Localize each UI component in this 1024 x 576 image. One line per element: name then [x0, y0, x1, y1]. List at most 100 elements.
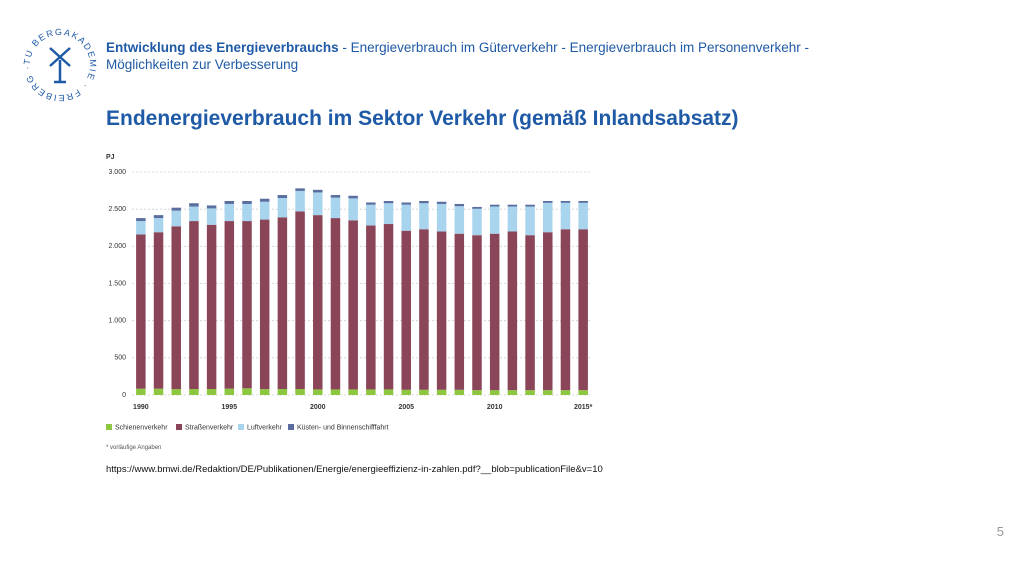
bar-segment [242, 200, 252, 204]
bar-segment [366, 225, 376, 390]
bar-segment [454, 233, 465, 390]
bar-segment [189, 389, 199, 395]
bar-segment [277, 217, 288, 390]
bar-segment [136, 218, 146, 222]
bar-segment [578, 200, 588, 203]
bar-segment [277, 198, 288, 218]
bar-segment [454, 203, 465, 207]
x-tick-label: 2005 [398, 404, 414, 411]
x-tick-label: 2010 [487, 404, 503, 411]
bar-segment [348, 389, 358, 395]
bar-segment [472, 206, 482, 209]
bar-segment [489, 206, 500, 234]
bar-segment [366, 202, 376, 205]
bar-segment [295, 211, 305, 390]
bar-segment [472, 208, 482, 236]
bar-segment [578, 390, 588, 395]
bar-segment [436, 389, 447, 395]
bar-segment [313, 215, 323, 390]
y-tick-label: 1.000 [108, 318, 126, 325]
bar-segment [383, 224, 394, 390]
bar-segment [348, 220, 358, 390]
bar-segment [153, 232, 164, 389]
bar-segment [525, 390, 535, 395]
bar-segment [153, 215, 164, 219]
bar-segment [224, 200, 235, 204]
bar-segment [348, 198, 358, 221]
y-tick-label: 500 [114, 355, 126, 362]
bar-segment [277, 389, 288, 395]
bar-segment [259, 219, 270, 390]
bar-segment [348, 195, 358, 199]
bar-segment [436, 231, 447, 390]
bar-segment [206, 224, 217, 390]
x-tick-label: 2000 [310, 404, 326, 411]
bar-segment [136, 234, 146, 389]
legend-swatch [288, 424, 294, 430]
bar-segment [507, 231, 518, 391]
bar-segment [543, 390, 553, 395]
slide-title: Endenergieverbrauch im Sektor Verkehr (g… [106, 107, 739, 130]
bar-segment [242, 221, 252, 389]
legend-label: Straßenverkehr [185, 424, 234, 431]
bar-segment [419, 389, 429, 395]
bar-segment [507, 390, 518, 395]
x-tick-label: 1990 [133, 404, 149, 411]
bar-segment [472, 390, 482, 395]
x-tick-label: 1995 [222, 404, 238, 411]
bar-segment [525, 206, 535, 236]
y-tick-label: 1.500 [108, 280, 126, 287]
bar-segment [560, 390, 571, 395]
bar-segment [419, 229, 429, 390]
bar-segment [224, 221, 235, 389]
bar-segment [401, 204, 411, 231]
bar-segment [242, 203, 252, 222]
bar-segment [206, 389, 217, 395]
bar-segment [543, 200, 553, 203]
x-tick-label: 2015* [574, 404, 593, 411]
bar-segment [242, 388, 252, 395]
bar-segment [366, 204, 376, 226]
bar-segment [171, 210, 181, 227]
bar-segment [224, 203, 235, 222]
bar-segment [472, 235, 482, 391]
bar-segment [560, 200, 571, 203]
bar-segment [259, 198, 270, 202]
footnote: * vorläufige Angaben [106, 445, 161, 451]
bar-segment [507, 206, 518, 232]
bar-segment [383, 389, 394, 395]
bar-segment [578, 202, 588, 230]
bar-segment [206, 208, 217, 225]
bar-segment [259, 389, 270, 395]
bar-segment [259, 201, 270, 220]
bar-segment [330, 389, 341, 395]
legend-swatch [238, 424, 244, 430]
bar-segment [489, 390, 500, 395]
y-tick-label: 2.000 [108, 243, 126, 250]
y-tick-label: 3.000 [108, 169, 126, 176]
bar-segment [277, 195, 288, 199]
logo-hammer [49, 47, 71, 84]
bar-segment [313, 189, 323, 193]
bar-segment [171, 389, 181, 395]
bar-segment [489, 233, 500, 391]
bar-segment [543, 232, 553, 391]
bar-segment [401, 202, 411, 205]
bar-segment [525, 235, 535, 391]
bar-segment [560, 202, 571, 230]
legend-label: Küsten- und Binnenschifffahrt [297, 424, 389, 431]
bar-segment [295, 389, 305, 395]
bar-segment [153, 388, 164, 395]
header-line: Entwicklung des Energieverbrauchs - Ener… [106, 40, 809, 55]
bar-segment [136, 221, 146, 235]
header-rest: - Energieverbrauch im Güterverkehr - Ene… [339, 40, 809, 55]
header-line2: Möglichkeiten zur Verbesserung [106, 57, 298, 72]
bar-segment [206, 205, 217, 209]
bar-segment [295, 188, 305, 191]
bar-segment [401, 389, 411, 395]
legend-label: Schienenverkehr [115, 424, 168, 431]
bar-segment [525, 204, 535, 207]
bar-segment [330, 218, 341, 390]
bar-segment [401, 230, 411, 390]
bar-segment [454, 206, 465, 234]
